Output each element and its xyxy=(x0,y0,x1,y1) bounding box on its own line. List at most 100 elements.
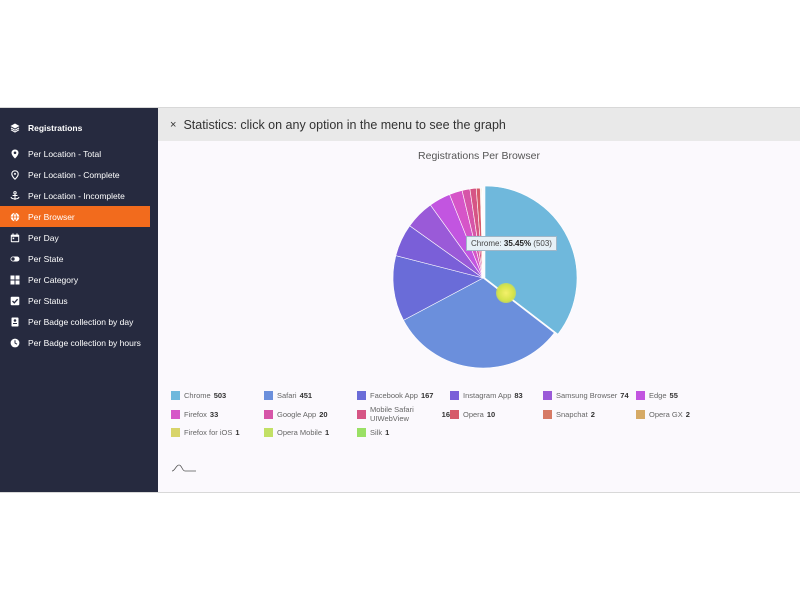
main-panel: × Statistics: click on any option in the… xyxy=(158,108,800,492)
legend-item[interactable]: Google App 20 xyxy=(264,405,357,423)
legend-label: Facebook App xyxy=(370,391,418,400)
sidebar-item-per-status[interactable]: Per Status xyxy=(0,290,150,311)
legend-count: 83 xyxy=(514,391,523,400)
legend-item[interactable]: Instagram App 83 xyxy=(450,391,543,400)
legend-count: 33 xyxy=(209,409,219,419)
toggle-icon xyxy=(10,254,20,264)
sidebar-item-label: Per Location - Incomplete xyxy=(28,190,125,201)
legend-count: 16 xyxy=(441,409,450,419)
legend-label: Mobile Safari UIWebView xyxy=(370,405,414,423)
tooltip-count: (503) xyxy=(533,239,552,248)
wave-logo-icon xyxy=(171,464,196,472)
legend-swatch xyxy=(171,409,180,419)
legend-label: Samsung Browser xyxy=(556,391,618,400)
legend-swatch xyxy=(450,409,459,419)
legend-item[interactable]: Edge 55 xyxy=(636,391,729,400)
legend-label: Edge xyxy=(649,391,667,400)
legend-count: 2 xyxy=(685,409,690,419)
sidebar-item-per-browser[interactable]: Per Browser xyxy=(0,206,150,227)
legend-swatch xyxy=(264,428,273,437)
sidebar-header: Registrations xyxy=(0,118,158,138)
location-pin-icon xyxy=(10,149,20,159)
legend-count: 451 xyxy=(299,391,313,400)
chart-legend: Chrome 503 Safari 451 Facebook App 167 Instagr… xyxy=(171,391,800,437)
legend-label: Firefox for iOS xyxy=(184,428,233,437)
legend-label: Opera xyxy=(463,409,484,419)
legend-swatch xyxy=(543,409,552,419)
legend-swatch xyxy=(171,428,180,437)
sidebar-item-label: Per Location - Total xyxy=(28,148,102,159)
tooltip-percent: 35.45% xyxy=(503,239,532,248)
checkbox-icon xyxy=(10,296,20,306)
sidebar-item-label: Per Location - Complete xyxy=(28,169,120,180)
info-message: Statistics: click on any option in the m… xyxy=(183,117,506,132)
grid-icon xyxy=(10,275,20,285)
pie-chart[interactable] xyxy=(388,183,578,373)
legend-item[interactable]: Samsung Browser 74 xyxy=(543,391,636,400)
legend-label: Opera GX xyxy=(649,409,683,419)
sidebar-item-per-state[interactable]: Per State xyxy=(0,248,150,269)
legend-swatch xyxy=(357,428,366,437)
legend-item[interactable]: Opera GX 2 xyxy=(636,405,729,423)
chart-title: Registrations Per Browser xyxy=(418,150,540,162)
legend-item[interactable]: Mobile Safari UIWebView 16 xyxy=(357,405,450,423)
sidebar-item-per-day[interactable]: Per Day xyxy=(0,227,150,248)
chart-tooltip: Chrome: 35.45% (503) xyxy=(466,236,557,251)
legend-swatch xyxy=(264,409,273,419)
legend-swatch xyxy=(264,391,273,400)
legend-count: 20 xyxy=(319,409,328,419)
location-outline-icon xyxy=(10,169,20,180)
close-icon[interactable]: × xyxy=(170,118,177,131)
sidebar-item-per-location-incomplete[interactable]: Per Location - Incomplete xyxy=(0,185,150,206)
legend-label: Safari xyxy=(277,391,297,400)
legend-item[interactable]: Facebook App 167 xyxy=(357,391,450,400)
legend-item[interactable]: Firefox for iOS 1 xyxy=(171,428,264,437)
legend-swatch xyxy=(543,391,552,400)
legend-count: 2 xyxy=(590,409,595,419)
clock-icon xyxy=(10,338,20,348)
legend-swatch xyxy=(171,391,180,400)
legend-item[interactable]: Chrome 503 xyxy=(171,391,264,400)
legend-label: Firefox xyxy=(184,409,207,419)
layers-icon xyxy=(10,123,20,133)
sidebar-item-per-location-complete[interactable]: Per Location - Complete xyxy=(0,164,150,185)
sidebar-item-per-badge-collection-by-hours[interactable]: Per Badge collection by hours xyxy=(0,332,150,353)
legend-swatch xyxy=(450,391,459,400)
sidebar-item-label: Per Status xyxy=(28,295,68,306)
legend-count: 503 xyxy=(213,391,227,400)
sidebar-item-per-badge-collection-by-day[interactable]: Per Badge collection by day xyxy=(0,311,150,332)
legend-count: 167 xyxy=(420,391,434,400)
info-bar: × Statistics: click on any option in the… xyxy=(158,108,800,141)
legend-label: Opera Mobile xyxy=(277,428,323,437)
legend-label: Instagram App xyxy=(463,391,512,400)
legend-count: 1 xyxy=(385,428,390,437)
sidebar-item-per-category[interactable]: Per Category xyxy=(0,269,150,290)
legend-item[interactable]: Opera 10 xyxy=(450,405,543,423)
pie-slice-facebook-app[interactable] xyxy=(392,255,484,321)
sidebar-header-label: Registrations xyxy=(28,123,83,133)
legend-item[interactable]: Snapchat 2 xyxy=(543,405,636,423)
legend-count: 1 xyxy=(325,428,330,437)
legend-count: 10 xyxy=(486,409,496,419)
legend-label: Chrome xyxy=(184,391,211,400)
badge-icon xyxy=(10,317,20,327)
legend-item[interactable]: Opera Mobile 1 xyxy=(264,428,357,437)
legend-swatch xyxy=(357,409,366,419)
legend-label: Silk xyxy=(370,428,383,437)
legend-label: Google App xyxy=(277,409,317,419)
legend-item[interactable]: Firefox 33 xyxy=(171,405,264,423)
pie-slice-chrome[interactable] xyxy=(484,185,578,335)
app-window: Registrations Per Location - Total Per Lo… xyxy=(0,107,800,493)
legend-count: 74 xyxy=(620,391,629,400)
sidebar: Registrations Per Location - Total Per Lo… xyxy=(0,108,158,492)
sidebar-item-per-location-total[interactable]: Per Location - Total xyxy=(0,143,150,164)
legend-item[interactable]: Silk 1 xyxy=(357,428,450,437)
legend-count: 55 xyxy=(669,391,678,400)
sidebar-item-label: Per Browser xyxy=(28,211,75,222)
legend-item[interactable]: Safari 451 xyxy=(264,391,357,400)
sidebar-item-label: Per Category xyxy=(28,274,79,285)
sidebar-item-label: Per Badge collection by day xyxy=(28,316,134,327)
mouse-cursor-highlight xyxy=(496,283,516,303)
legend-swatch xyxy=(636,409,645,419)
sidebar-item-label: Per State xyxy=(28,253,64,264)
